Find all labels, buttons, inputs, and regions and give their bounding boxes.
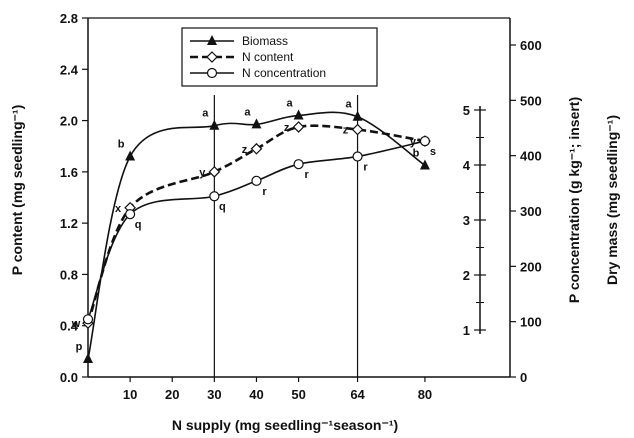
y-right-tick-label: 200 [520,259,542,274]
circle-point [82,314,94,325]
y-left-tick-label: 0.4 [60,319,79,334]
y-right-tick-label: 300 [520,204,542,219]
significance-label: y [410,136,417,148]
circle-point [419,135,431,147]
y-left-tick-label: 0.0 [60,370,78,385]
y-left-tick-label: 2.0 [60,114,78,129]
significance-label: z [284,122,290,134]
diamond-point [250,142,263,155]
y-left-tick-label: 2.4 [60,62,79,77]
y-right-tick-label: 100 [520,315,542,330]
circle-point [251,175,262,186]
x-tick-label: 64 [350,387,365,402]
y-right-tick-label: 400 [520,149,542,164]
y-right-tick-label: 600 [520,38,542,53]
triangle-point [125,150,136,161]
series-n-concentration: q q r r r s [82,135,436,325]
circle-point [293,159,304,170]
y-left-tick-label: 1.2 [60,216,78,231]
y-inner-tick-label: 4 [463,158,471,173]
legend-triangle-icon [207,35,217,45]
legend-label: N concentration [242,66,326,80]
y-inner-tick-label: 5 [463,103,470,118]
significance-label: x [115,203,122,215]
circle-point [352,151,363,162]
significance-label: a [202,108,209,120]
diamond-point [351,123,364,136]
significance-label: s [430,146,436,158]
significance-label: y [199,167,206,179]
significance-label: z [242,144,248,156]
significance-label: a [244,106,251,118]
triangle-point [251,118,262,129]
significance-label: b [413,147,420,159]
significance-label: r [363,161,368,173]
significance-label: r [304,169,309,181]
y-right-tick-label: 0 [520,370,527,385]
y-inner-tick-label: 2 [463,268,470,283]
x-tick-label: 80 [418,387,432,402]
x-axis-title: N supply (mg seedling⁻¹season⁻¹) [172,417,398,433]
x-tick-label: 20 [165,387,179,402]
significance-label: q [135,219,142,231]
triangle-point [293,109,304,120]
data-series: p b a a a a b w x y z z z y q q r r r s [71,97,436,364]
axes: 0.0 0.4 0.8 1.2 1.6 2.0 2.4 2.8 10 20 30 40 50 64 80 0 1… [60,11,542,402]
y-right-tick-label: 500 [520,93,542,108]
significance-label: p [76,341,83,353]
series-line [86,124,426,324]
y-left-tick-label: 2.8 [60,11,78,26]
y-axis-title-inner: P concentration (g kg⁻¹; insert) [566,97,582,303]
y-inner-tick-label: 1 [463,323,470,338]
y-axis-title-right: Dry mass (mg seedling⁻¹) [604,115,620,285]
triangle-point [209,119,220,130]
y-inner-tick-label: 3 [463,213,470,228]
legend-label: Biomass [242,34,288,48]
significance-label: z [343,125,349,137]
legend: Biomass N content N concentration [181,27,378,87]
reference-lines [213,95,359,377]
significance-label: b [118,138,125,150]
x-tick-label: 40 [249,387,263,402]
significance-label: r [262,186,267,198]
circle-point [125,209,136,220]
triangle-point [419,159,430,170]
legend-label: N content [242,50,294,64]
x-tick-label: 30 [207,387,221,402]
significance-label: q [219,201,226,213]
legend-item: N content [190,50,294,64]
legend-circle-icon [206,67,218,79]
legend-item: N concentration [190,66,326,80]
triangle-point [83,353,93,364]
significance-label: w [71,318,81,330]
y-axis-title-left: P content (mg seedling⁻¹) [9,105,25,275]
x-tick-label: 50 [291,387,305,402]
y-left-tick-label: 0.8 [60,267,78,282]
significance-label: a [345,99,352,111]
significance-label: a [287,97,294,109]
series-biomass: p b a a a a b [76,97,430,364]
x-tick-label: 10 [123,387,137,402]
triangle-point [352,110,363,121]
y-left-tick-label: 1.6 [60,165,78,180]
legend-item: Biomass [190,34,288,48]
circle-point [209,191,220,202]
diamond-point [292,121,305,133]
diamond-point [208,166,221,178]
legend-diamond-icon [206,51,218,63]
